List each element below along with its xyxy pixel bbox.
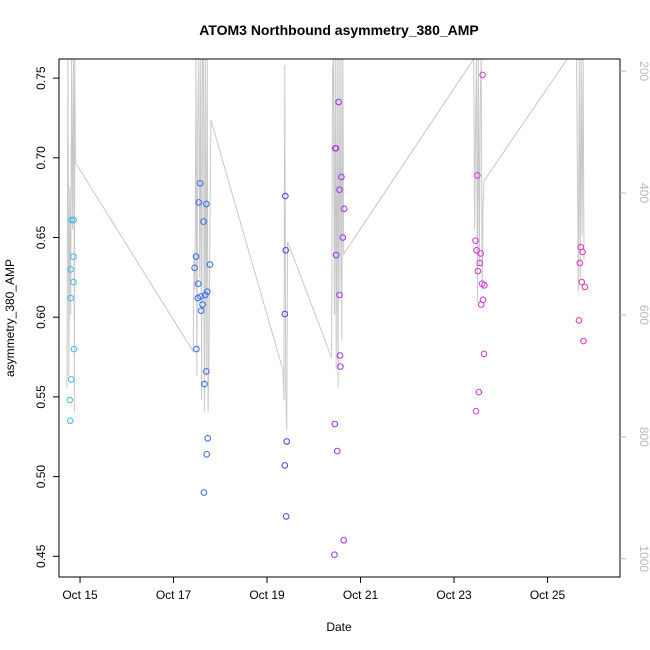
data-point — [338, 173, 345, 181]
data-point — [475, 388, 483, 396]
data-point — [581, 283, 589, 291]
y-tick-label: 0.55 — [34, 385, 48, 409]
data-point — [193, 345, 200, 353]
chart-title: ATOM3 Northbound asymmetry_380_AMP — [199, 22, 479, 38]
data-point — [202, 291, 209, 299]
data-point — [332, 251, 340, 259]
y-tick-label: 0.65 — [34, 226, 48, 250]
data-point — [576, 259, 584, 267]
data-point — [67, 376, 75, 383]
y2-tick-label: 1000 — [637, 545, 650, 572]
data-point — [196, 180, 204, 187]
y2-tick-label: 600 — [637, 305, 650, 325]
x-axis: Oct 15 Oct 17 Oct 19 Oct 21 Oct 23 Oct 25 — [62, 577, 566, 602]
data-point — [67, 266, 74, 273]
data-point — [477, 250, 485, 257]
data-point — [331, 551, 338, 559]
data-point — [203, 451, 210, 458]
x-tick-label: Oct 15 — [62, 588, 98, 602]
data-point — [480, 350, 488, 358]
data-point — [195, 199, 203, 206]
data-point — [70, 278, 77, 286]
data-point — [339, 234, 347, 241]
y2-tick-label: 200 — [637, 61, 650, 81]
data-point — [481, 282, 488, 289]
data-point — [340, 537, 348, 544]
data-point — [70, 216, 77, 224]
data-point — [67, 294, 74, 302]
scatter-points — [66, 71, 589, 559]
y-axis-label: asymmetry_380_AMP — [3, 259, 17, 377]
data-point — [204, 435, 211, 442]
data-point — [472, 237, 479, 244]
grey-line-series — [66, 57, 585, 431]
data-point — [70, 253, 77, 260]
y-tick-label: 0.60 — [34, 305, 48, 329]
data-point — [282, 247, 290, 254]
data-point — [479, 71, 486, 79]
y-axis-right: 200 400 600 800 1000 — [620, 61, 650, 572]
data-point — [68, 216, 75, 224]
data-point — [281, 310, 289, 318]
data-point — [201, 380, 208, 388]
x-tick-label: Oct 23 — [436, 588, 472, 602]
plot-frame — [58, 58, 621, 578]
data-point — [575, 317, 583, 324]
data-point — [476, 259, 484, 267]
data-point — [197, 307, 205, 315]
data-point — [200, 218, 207, 225]
y-tick-label: 0.50 — [34, 465, 48, 489]
data-point — [283, 438, 291, 445]
data-point — [473, 247, 480, 254]
x-tick-label: Oct 19 — [249, 588, 285, 602]
data-point — [333, 447, 341, 455]
data-point — [474, 267, 482, 275]
data-point — [197, 293, 204, 300]
data-point — [336, 186, 343, 193]
data-point — [282, 513, 290, 520]
data-point — [281, 462, 289, 469]
y-tick-label: 0.70 — [34, 146, 48, 170]
data-point — [70, 345, 78, 353]
data-point — [203, 200, 210, 208]
data-point — [332, 145, 340, 152]
data-point — [580, 337, 587, 345]
data-point — [66, 396, 74, 404]
data-point — [282, 192, 289, 200]
data-point — [479, 296, 487, 304]
x-tick-label: Oct 25 — [530, 588, 566, 602]
data-point — [191, 264, 198, 272]
data-point — [578, 278, 586, 286]
y-tick-label: 0.45 — [34, 544, 48, 568]
data-point — [335, 98, 342, 106]
data-point — [472, 407, 480, 415]
x-axis-label: Date — [326, 620, 352, 634]
line-series-path — [66, 57, 585, 431]
y2-tick-label: 800 — [637, 427, 650, 447]
data-point — [336, 291, 343, 299]
data-point — [203, 368, 210, 375]
y2-tick-label: 400 — [637, 183, 650, 203]
x-tick-label: Oct 17 — [156, 588, 192, 602]
data-point — [206, 261, 214, 268]
data-point — [200, 489, 208, 496]
data-point — [474, 172, 481, 179]
data-point — [66, 417, 74, 425]
data-point — [336, 352, 344, 359]
data-point — [203, 288, 211, 296]
data-point — [199, 301, 206, 308]
y-tick-label: 0.75 — [34, 66, 48, 90]
y-axis: 0.45 0.50 0.55 0.60 0.65 0.70 0.75 — [34, 66, 59, 568]
x-tick-label: Oct 21 — [343, 588, 379, 602]
data-point — [337, 363, 344, 370]
data-point — [192, 253, 200, 260]
data-point — [579, 248, 586, 256]
data-point — [340, 205, 348, 213]
data-point — [195, 280, 202, 288]
data-point — [331, 420, 339, 428]
